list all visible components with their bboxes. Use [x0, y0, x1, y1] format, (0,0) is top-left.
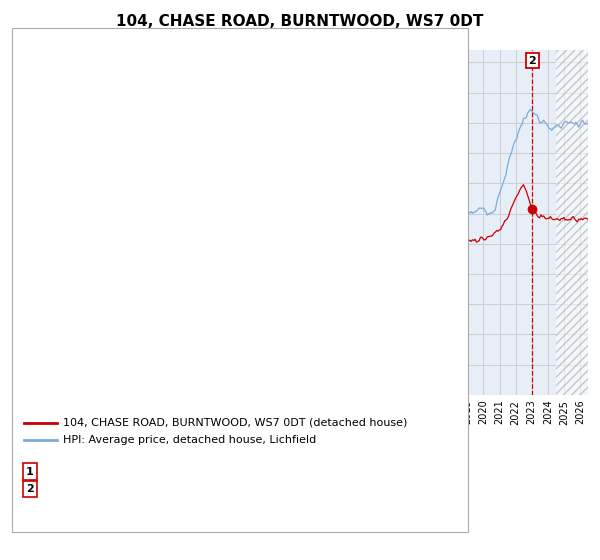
- Text: 2: 2: [26, 484, 34, 494]
- Text: 104, CHASE ROAD, BURNTWOOD, WS7 0DT (detached house): 104, CHASE ROAD, BURNTWOOD, WS7 0DT (det…: [63, 418, 407, 428]
- Text: 1: 1: [26, 466, 34, 477]
- Text: 10-JAN-2014: 10-JAN-2014: [51, 466, 121, 477]
- Text: HPI: Average price, detached house, Lichfield: HPI: Average price, detached house, Lich…: [63, 435, 316, 445]
- Text: Price paid vs. HM Land Registry's House Price Index (HPI): Price paid vs. HM Land Registry's House …: [131, 28, 469, 41]
- Text: 35% ↓ HPI: 35% ↓ HPI: [321, 484, 380, 494]
- Text: 104, CHASE ROAD, BURNTWOOD, WS7 0DT: 104, CHASE ROAD, BURNTWOOD, WS7 0DT: [116, 14, 484, 29]
- Text: 26% ↓ HPI: 26% ↓ HPI: [321, 466, 380, 477]
- Text: £215,000: £215,000: [192, 466, 245, 477]
- Text: 2: 2: [529, 55, 536, 66]
- Text: This data is licensed under the Open Government Licence v3.0.: This data is licensed under the Open Gov…: [24, 524, 313, 533]
- Text: £308,050: £308,050: [192, 484, 245, 494]
- Text: 05-JAN-2023: 05-JAN-2023: [51, 484, 121, 494]
- Bar: [556, 50, 588, 395]
- Text: Contains HM Land Registry data © Crown copyright and database right 2024.: Contains HM Land Registry data © Crown c…: [24, 511, 376, 520]
- Text: 1: 1: [383, 55, 391, 66]
